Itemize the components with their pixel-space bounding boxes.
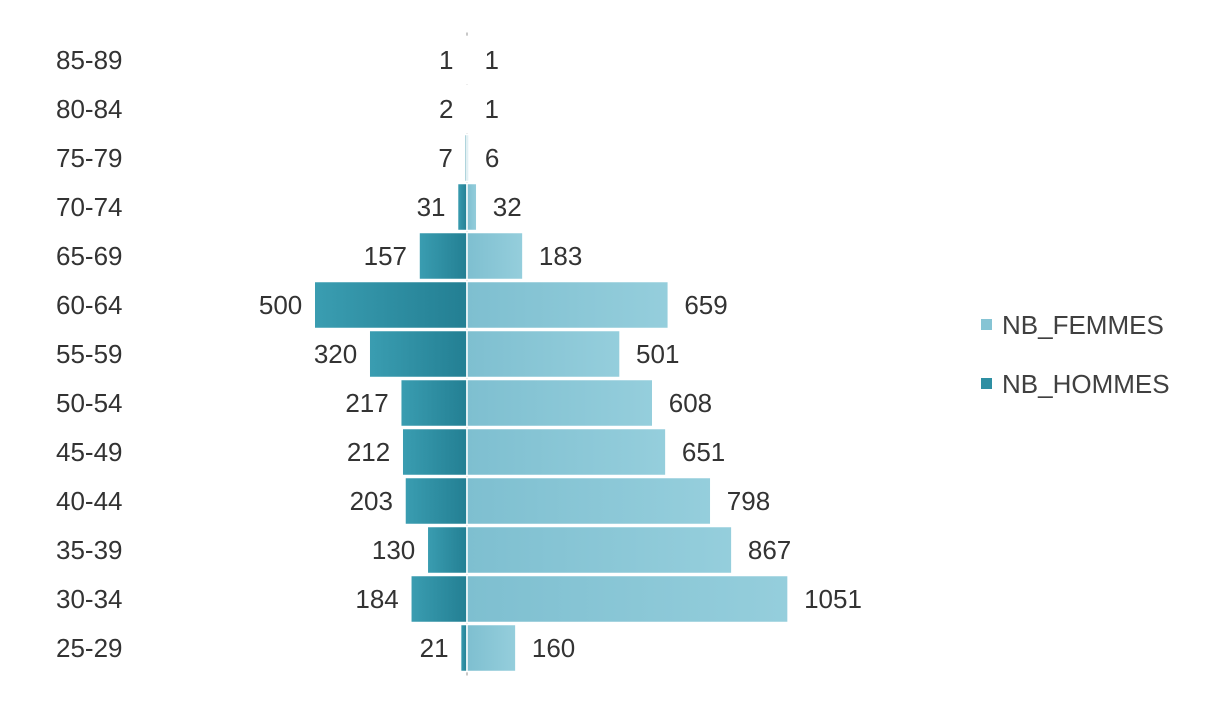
value-label-hommes: 184 xyxy=(355,584,398,614)
value-label-femmes: 651 xyxy=(682,437,725,467)
value-label-hommes: 130 xyxy=(372,535,415,565)
legend-swatch-femmes xyxy=(981,319,992,330)
category-label: 45-49 xyxy=(56,437,123,467)
category-label: 85-89 xyxy=(56,45,123,75)
value-label-femmes: 1 xyxy=(485,94,499,124)
category-label: 60-64 xyxy=(56,290,123,320)
category-label: 50-54 xyxy=(56,388,123,418)
bar-femmes xyxy=(466,574,789,624)
value-label-hommes: 1 xyxy=(439,45,453,75)
bar-femmes xyxy=(466,280,670,330)
bar-hommes xyxy=(313,280,468,330)
bar-hommes xyxy=(401,427,468,477)
bar-hommes xyxy=(368,329,468,379)
value-label-femmes: 867 xyxy=(748,535,791,565)
bar-femmes xyxy=(466,427,667,477)
category-label: 75-79 xyxy=(56,143,123,173)
value-label-femmes: 32 xyxy=(493,192,522,222)
category-label: 35-39 xyxy=(56,535,123,565)
value-label-femmes: 6 xyxy=(485,143,499,173)
bar-femmes xyxy=(466,231,524,281)
bar-femmes xyxy=(466,84,470,134)
value-label-femmes: 659 xyxy=(684,290,727,320)
value-label-hommes: 2 xyxy=(439,94,453,124)
value-label-hommes: 212 xyxy=(347,437,390,467)
legend-label-hommes: NB_HOMMES xyxy=(1002,369,1170,399)
value-label-hommes: 320 xyxy=(314,339,357,369)
bar-femmes xyxy=(466,476,712,526)
category-label: 25-29 xyxy=(56,633,123,663)
value-label-hommes: 31 xyxy=(417,192,446,222)
category-label: 40-44 xyxy=(56,486,123,516)
category-label: 55-59 xyxy=(56,339,123,369)
value-label-hommes: 500 xyxy=(259,290,302,320)
bar-hommes xyxy=(418,231,468,281)
bar-hommes xyxy=(410,574,468,624)
category-label: 80-84 xyxy=(56,94,123,124)
bar-hommes xyxy=(456,182,468,232)
value-label-hommes: 21 xyxy=(420,633,449,663)
value-label-femmes: 1051 xyxy=(804,584,862,614)
value-label-femmes: 1 xyxy=(485,45,499,75)
value-label-hommes: 203 xyxy=(350,486,393,516)
value-label-femmes: 183 xyxy=(539,241,582,271)
value-label-femmes: 608 xyxy=(669,388,712,418)
legend: NB_FEMMES NB_HOMMES xyxy=(981,310,1170,399)
value-label-hommes: 157 xyxy=(364,241,407,271)
category-label: 70-74 xyxy=(56,192,123,222)
value-label-femmes: 160 xyxy=(532,633,575,663)
bar-hommes xyxy=(404,476,468,526)
bar-femmes xyxy=(466,182,478,232)
category-label: 65-69 xyxy=(56,241,123,271)
legend-swatch-hommes xyxy=(981,378,992,389)
bar-femmes xyxy=(466,525,733,575)
value-label-hommes: 217 xyxy=(345,388,388,418)
bar-femmes xyxy=(466,378,654,428)
value-label-hommes: 7 xyxy=(438,143,452,173)
bars-layer xyxy=(313,35,789,673)
bar-hommes xyxy=(426,525,468,575)
bar-hommes xyxy=(459,623,468,673)
bar-femmes xyxy=(466,623,517,673)
value-label-femmes: 798 xyxy=(727,486,770,516)
category-label: 30-34 xyxy=(56,584,123,614)
bar-femmes xyxy=(466,329,621,379)
bar-femmes xyxy=(466,35,470,85)
value-label-femmes: 501 xyxy=(636,339,679,369)
bar-hommes xyxy=(399,378,468,428)
legend-label-femmes: NB_FEMMES xyxy=(1002,310,1164,340)
bar-femmes xyxy=(466,133,470,183)
